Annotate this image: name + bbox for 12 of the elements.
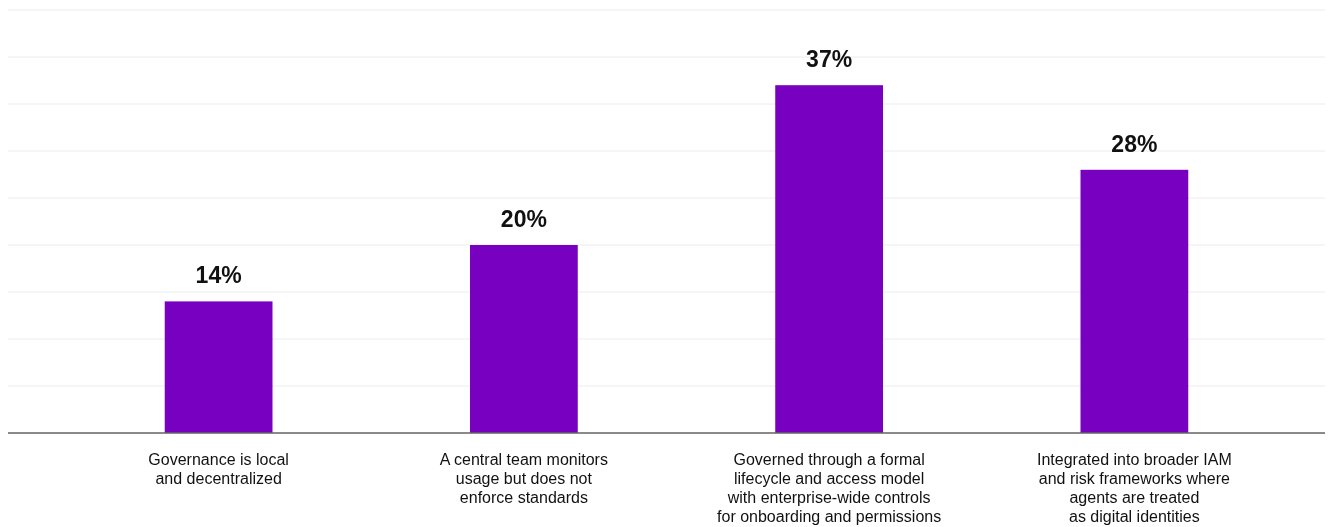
bar bbox=[164, 301, 273, 433]
data-label: 14% bbox=[195, 262, 242, 289]
x-tick-label: Integrated into broader IAM and risk frameworks where agents are treated as digital identities bbox=[1036, 451, 1232, 525]
data-label: 37% bbox=[806, 46, 853, 73]
x-tick-label: A central team monitors usage but does not enforce standards bbox=[439, 451, 608, 506]
x-tick-label: Governance is local and decentralized bbox=[148, 451, 289, 487]
data-label: 20% bbox=[500, 206, 547, 232]
x-tick-label: Governed through a formal lifecycle and access model with enterprise-wide controls for onboarding and permissions bbox=[717, 451, 942, 525]
bar bbox=[1080, 169, 1189, 433]
bar bbox=[775, 85, 883, 433]
bar bbox=[470, 245, 578, 433]
data-label: 28% bbox=[1111, 130, 1158, 157]
